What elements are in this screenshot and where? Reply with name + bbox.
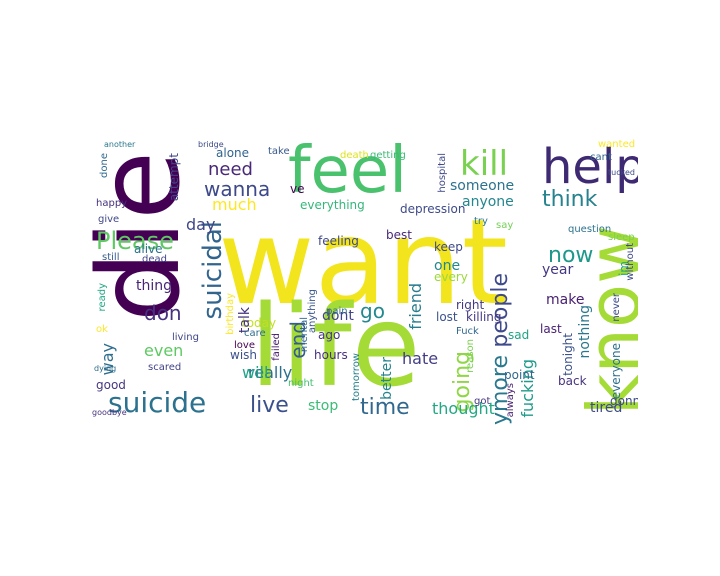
word-ok: ok: [96, 324, 108, 335]
word-one: one: [434, 258, 461, 274]
word-give: give: [98, 214, 120, 225]
word-now: now: [548, 243, 594, 268]
word-wanted: wanted: [598, 139, 636, 150]
word-tucked: tucked: [608, 168, 635, 177]
word-want: want: [218, 193, 508, 331]
word-birthday: birthday: [225, 293, 236, 335]
word-wanna: wanna: [204, 177, 271, 201]
word-failed: failed: [271, 333, 282, 361]
word-hate: hate: [402, 349, 439, 368]
word-try: try: [474, 216, 488, 227]
word-mental: mental: [299, 317, 310, 353]
word-done: done: [99, 153, 110, 178]
word-every: every: [434, 270, 468, 284]
word-back: back: [558, 374, 587, 388]
word-someone: someone: [450, 178, 515, 194]
word-suicide: suicide: [108, 386, 207, 419]
word-suicidal: suicidal: [198, 221, 228, 320]
word-make: make: [546, 292, 585, 308]
word-everyone: everyone: [609, 343, 623, 400]
word-really: really: [248, 363, 293, 382]
word-better: better: [379, 357, 395, 400]
word-sad: sad: [508, 328, 530, 342]
word-care: care: [244, 328, 266, 339]
word-everything: everything: [300, 198, 365, 212]
word-never: never: [611, 293, 622, 322]
word-ago: ago: [318, 328, 341, 342]
word-scared: scared: [148, 362, 182, 373]
word-live: live: [250, 393, 289, 418]
word-tonight: tonight: [561, 333, 575, 376]
word-best: best: [386, 228, 412, 242]
word-tomorrow: tomorrow: [351, 353, 362, 402]
word-feeling: feeling: [318, 234, 359, 248]
word-much: much: [212, 195, 257, 214]
word-night: night: [288, 378, 314, 389]
word-thought: thought: [432, 399, 495, 418]
word-help: help: [542, 139, 638, 195]
word-hours: hours: [314, 348, 348, 362]
word-take: take: [268, 146, 290, 157]
word-go: go: [360, 299, 385, 323]
word-hospital: hospital: [437, 153, 448, 193]
word-getting: getting: [370, 150, 406, 161]
word-alive: alive: [134, 242, 163, 256]
word-feel: feel: [288, 134, 408, 208]
word-will: will: [242, 363, 269, 382]
word-reason: reason: [465, 339, 476, 373]
word-got: got: [474, 396, 491, 407]
word-anyone: anyone: [462, 194, 514, 210]
word-year: year: [542, 262, 574, 278]
word-dont: dont: [322, 308, 354, 324]
word-need: need: [208, 159, 253, 180]
word-always: always: [505, 383, 516, 418]
word-even: even: [144, 341, 184, 360]
word-ready: ready: [97, 283, 108, 312]
word-stop: stop: [308, 398, 339, 414]
word-cloud: want die life feel know help kill suicide suicid…: [90, 133, 638, 425]
word-death: death: [340, 150, 369, 161]
word-kill: kill: [460, 144, 509, 184]
word-attempt: attempt: [167, 153, 181, 202]
word-last: last: [540, 322, 562, 336]
word-right: right: [456, 298, 485, 312]
word-gonna: gonna: [610, 394, 638, 408]
word-alone: alone: [216, 146, 250, 160]
word-without: without: [625, 243, 636, 281]
word-please: Please: [96, 227, 174, 255]
word-dying: dying: [94, 364, 117, 373]
word-bridge: bridge: [198, 140, 224, 149]
word-wish: wish: [230, 348, 258, 362]
word-dead: dead: [142, 254, 167, 265]
word-thing: thing: [136, 278, 173, 294]
word-don: don: [144, 301, 182, 325]
word-still: still: [102, 252, 120, 263]
word-keep: keep: [434, 240, 463, 254]
word-happy: happy: [96, 198, 128, 209]
word-cant: cant: [590, 152, 612, 163]
word-nothing: nothing: [577, 305, 593, 359]
word-lost: lost: [436, 310, 458, 324]
word-say: say: [496, 220, 514, 231]
word-question: question: [568, 224, 612, 235]
word-think: think: [542, 187, 598, 212]
word-living: living: [172, 332, 199, 343]
word-life: life: [250, 282, 421, 412]
word-time: time: [360, 395, 410, 420]
word-day: day: [186, 215, 216, 234]
word-another: another: [104, 140, 136, 149]
word-depression: depression: [400, 202, 466, 216]
word-today: today: [242, 316, 277, 330]
word-tired: tired: [590, 400, 623, 416]
word-ve: ve: [290, 182, 305, 196]
word-sleep: sleep: [608, 232, 635, 243]
word-goodbye: goodbye: [92, 408, 127, 417]
word-love: love: [234, 340, 255, 351]
word-pain: pain: [326, 306, 348, 317]
word-fuck: Fuck: [456, 326, 479, 337]
word-friend: friend: [406, 283, 425, 330]
word-good: good: [96, 378, 126, 392]
word-point: point: [504, 368, 535, 382]
word-killing: killing: [466, 310, 502, 324]
